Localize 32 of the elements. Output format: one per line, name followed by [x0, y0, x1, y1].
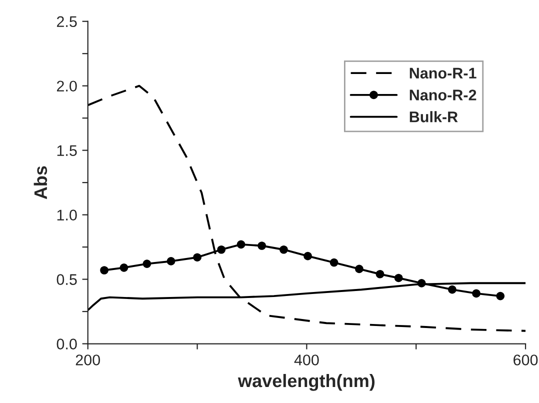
line-series	[88, 84, 526, 332]
point	[142, 260, 152, 268]
point	[258, 242, 266, 250]
point	[496, 292, 505, 300]
point	[280, 245, 288, 254]
x-axis-title: wavelength(nm)	[238, 374, 375, 391]
point	[448, 285, 456, 294]
point	[100, 266, 108, 274]
x-tick-label: 400	[294, 354, 319, 366]
y-tick-label: 2.0	[56, 80, 77, 92]
y-tick-label: 2.5	[56, 16, 77, 28]
y-tick-label: 0.0	[56, 338, 77, 350]
point	[193, 253, 202, 262]
point	[394, 274, 403, 282]
y-tick-label: 1.0	[57, 210, 77, 220]
point	[472, 289, 480, 298]
y-tick-label: 1.5	[57, 145, 77, 156]
point	[120, 264, 128, 272]
x-tick-label: 600	[514, 354, 538, 366]
point	[355, 264, 364, 274]
legend-label: Nano-R-1	[410, 68, 476, 79]
y-tick-label: 0.5	[56, 274, 77, 285]
point	[217, 245, 226, 254]
legend-label: Bulk-R	[410, 111, 458, 122]
point	[236, 240, 246, 249]
x-tick-label: 200	[76, 354, 100, 366]
point	[166, 257, 176, 266]
point	[304, 252, 312, 260]
y-axis-title: Abs	[34, 166, 48, 200]
point	[330, 258, 338, 267]
legend-label: Nano-R-2	[410, 90, 476, 100]
point	[376, 270, 384, 278]
